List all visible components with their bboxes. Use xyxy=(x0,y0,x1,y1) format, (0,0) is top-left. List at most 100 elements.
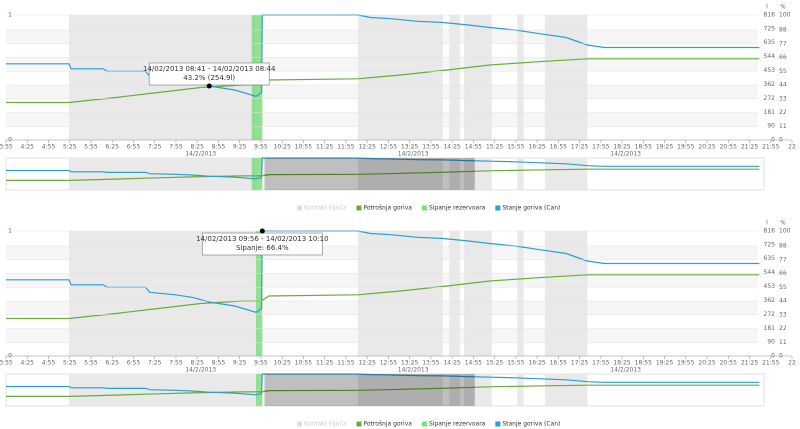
x-tick-label: 21:25 xyxy=(741,360,758,367)
tooltip-point xyxy=(206,83,212,89)
interval-band xyxy=(544,15,588,140)
legend-label[interactable]: Stanje goriva (Can) xyxy=(502,421,560,428)
x-tick-label: 5:25 xyxy=(63,144,77,151)
interval-band xyxy=(464,231,492,356)
x-tick-label: 10:25 xyxy=(274,144,291,151)
x-tick-label: 15:25 xyxy=(486,360,503,367)
x-tick-label: 3:55 xyxy=(0,360,13,367)
x-tick-label: 17:25 xyxy=(571,360,588,367)
x-tick-label: 11:25 xyxy=(316,360,333,367)
interval-band xyxy=(464,15,492,140)
y3-tick-label: 90 xyxy=(767,123,775,130)
x-tick-label: 20:25 xyxy=(698,360,715,367)
interval-band xyxy=(449,231,460,356)
y3-tick-label: 544 xyxy=(764,53,776,60)
x-tick-label: 16:55 xyxy=(550,360,567,367)
y2-tick-label: 11 xyxy=(779,123,787,130)
x-tick-label: 19:25 xyxy=(656,144,673,151)
x-tick-label: 10:55 xyxy=(295,360,312,367)
x-tick-label: 20:55 xyxy=(720,144,737,151)
date-label: 14/2/2013 xyxy=(610,367,641,374)
x-tick-label: 19:55 xyxy=(677,144,694,151)
y2-tick-label: 44 xyxy=(779,82,787,89)
y3-tick-label: 0 xyxy=(771,353,775,360)
y2-tick-label: 66 xyxy=(779,270,787,277)
navigator-line xyxy=(6,384,760,397)
x-tick-label: 13:55 xyxy=(422,360,439,367)
tooltip-text: 14/02/2013 08:41 - 14/02/2013 08:44 xyxy=(143,65,276,73)
x-tick-label: 22 xyxy=(788,144,796,151)
x-tick-label: 11:55 xyxy=(337,360,354,367)
legend-swatch xyxy=(356,205,362,211)
x-tick-label: 17:55 xyxy=(592,144,609,151)
y3-tick-label: 725 xyxy=(764,241,776,248)
navigator-interval xyxy=(255,374,263,406)
x-tick-label: 5:55 xyxy=(84,144,98,151)
x-tick-label: 6:25 xyxy=(105,360,119,367)
x-tick-label: 8:55 xyxy=(212,144,226,151)
x-tick-label: 21:55 xyxy=(762,144,779,151)
navigator-line xyxy=(6,168,760,181)
y2-unit: % xyxy=(780,4,786,11)
legend-label[interactable]: Sipanje rezervoara xyxy=(429,205,486,212)
navigator-interval xyxy=(251,158,263,190)
x-tick-label: 15:25 xyxy=(486,144,503,151)
y3-tick-label: 90 xyxy=(767,339,775,346)
tooltip-text: 14/02/2013 09:56 - 14/02/2013 10:10 xyxy=(196,235,328,243)
navigator-line xyxy=(6,157,760,180)
legend-label[interactable]: Sipanje rezervoara xyxy=(429,421,486,428)
legend-label[interactable]: Kontakt ključa xyxy=(304,421,347,428)
y2-tick-label: 44 xyxy=(779,298,787,305)
y3-tick-label: 544 xyxy=(764,269,776,276)
x-tick-label: 10:25 xyxy=(274,360,291,367)
navigator-line xyxy=(6,373,760,396)
x-tick-label: 9:55 xyxy=(254,360,268,367)
x-tick-label: 7:55 xyxy=(169,360,183,367)
chart-panel: 0 1 0 90 181 272 362 453 544 635 725 816 0 11 22 33 44 55… xyxy=(0,220,796,428)
x-tick-label: 16:55 xyxy=(550,144,567,151)
x-tick-label: 18:55 xyxy=(635,144,652,151)
x-tick-label: 8:25 xyxy=(190,360,204,367)
y-tick-label: 1 xyxy=(8,228,12,235)
y2-tick-label: 33 xyxy=(779,311,787,318)
y2-tick-label: 0 xyxy=(779,137,783,144)
x-tick-label: 14:25 xyxy=(443,360,460,367)
y3-tick-label: 181 xyxy=(764,109,776,116)
x-tick-label: 21:55 xyxy=(762,360,779,367)
legend-swatch xyxy=(421,421,427,427)
y3-tick-label: 635 xyxy=(764,255,776,262)
y3-tick-label: 0 xyxy=(771,137,775,144)
legend-label[interactable]: Stanje goriva (Can) xyxy=(502,205,560,212)
legend-label[interactable]: Potrošnja goriva xyxy=(363,205,412,212)
tooltip-text: 43.2% (254.9l) xyxy=(183,74,235,82)
x-tick-label: 20:55 xyxy=(720,360,737,367)
y2-unit: % xyxy=(780,220,786,227)
x-tick-label: 4:25 xyxy=(21,360,35,367)
x-tick-label: 22 xyxy=(788,360,796,367)
interval-band xyxy=(517,231,524,356)
navigator-selection xyxy=(264,158,475,190)
legend-swatch xyxy=(495,421,501,427)
x-tick-label: 16:25 xyxy=(528,360,545,367)
y3-tick-label: 181 xyxy=(764,325,776,332)
legend-label[interactable]: Potrošnja goriva xyxy=(363,421,412,428)
x-tick-label: 7:25 xyxy=(148,144,162,151)
x-tick-label: 17:25 xyxy=(571,144,588,151)
x-tick-label: 4:25 xyxy=(21,144,35,151)
tooltip-text: Sipanje: 66.4% xyxy=(236,244,289,252)
y2-tick-label: 77 xyxy=(779,40,787,47)
x-tick-label: 4:55 xyxy=(42,360,56,367)
x-tick-label: 20:25 xyxy=(698,144,715,151)
x-tick-label: 19:25 xyxy=(656,360,673,367)
x-tick-label: 7:25 xyxy=(148,360,162,367)
interval-band xyxy=(544,231,588,356)
x-tick-label: 14:55 xyxy=(465,144,482,151)
x-tick-label: 6:55 xyxy=(127,144,141,151)
x-tick-label: 9:25 xyxy=(233,360,247,367)
y3-tick-label: 272 xyxy=(764,311,776,318)
x-tick-label: 4:55 xyxy=(42,144,56,151)
y3-tick-label: 362 xyxy=(764,297,776,304)
legend-label[interactable]: Kontakt ključa xyxy=(304,205,347,212)
y-tick-label: 1 xyxy=(8,12,12,19)
